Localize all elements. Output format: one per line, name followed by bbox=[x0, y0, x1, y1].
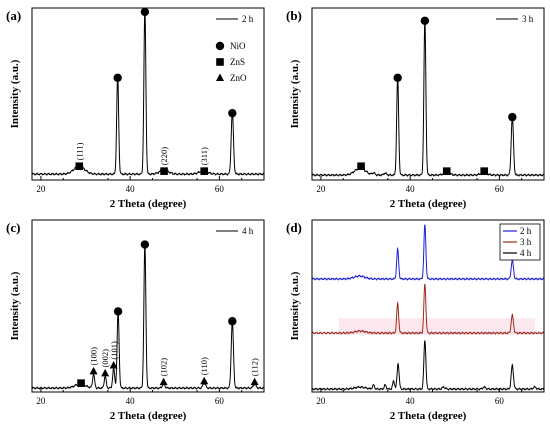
panel-label: (a) bbox=[6, 8, 21, 23]
panel-label: (c) bbox=[6, 220, 20, 235]
nio-marker bbox=[140, 240, 150, 249]
x-tick-label: 20 bbox=[316, 184, 326, 194]
zns-marker bbox=[480, 167, 489, 175]
plot-frame bbox=[311, 219, 545, 393]
phase-legend-label: ZnO bbox=[230, 73, 247, 83]
series-line-4h bbox=[311, 340, 545, 391]
hkl-annotation: (112) bbox=[250, 358, 260, 376]
nio-marker bbox=[228, 108, 237, 118]
legend-label: 2 h bbox=[520, 226, 532, 236]
nio-marker bbox=[393, 73, 402, 82]
legend-label: 4 h bbox=[520, 248, 532, 258]
panel-label: (b) bbox=[286, 8, 302, 23]
x-tick-label: 20 bbox=[316, 396, 326, 406]
hkl-annotation: (100) bbox=[89, 347, 99, 366]
nio-marker bbox=[228, 317, 237, 326]
zno-marker bbox=[89, 366, 98, 375]
zno-marker bbox=[109, 360, 118, 369]
x-axis-title: 2 Theta (degree) bbox=[390, 410, 467, 422]
zno-marker bbox=[250, 377, 259, 386]
x-tick-label: 60 bbox=[215, 184, 225, 194]
series-line-3h bbox=[311, 283, 545, 335]
hkl-annotation: (002) bbox=[100, 349, 110, 368]
x-tick-label: 20 bbox=[36, 184, 46, 194]
zns-marker bbox=[160, 167, 168, 175]
x-tick-label: 60 bbox=[495, 396, 505, 406]
zno-marker bbox=[200, 376, 209, 385]
legend: 2 h NiO ZnS ZnO bbox=[215, 14, 254, 83]
legend-label: 4 h bbox=[242, 226, 254, 236]
hkl-annotation: (111) bbox=[74, 142, 84, 160]
legend-label: 3 h bbox=[520, 237, 532, 247]
phase-legend-label: NiO bbox=[230, 41, 246, 51]
x-tick-label: 20 bbox=[36, 396, 46, 406]
plot-frame bbox=[311, 7, 545, 181]
series-line-2h bbox=[311, 224, 545, 281]
series-line-4h bbox=[31, 244, 265, 390]
y-axis-title: Intensity (a.u.) bbox=[9, 59, 21, 128]
legend: 4 h bbox=[216, 226, 254, 236]
series-line-3h bbox=[311, 19, 545, 177]
nio-marker bbox=[140, 7, 150, 17]
hkl-annotation: (110) bbox=[199, 357, 209, 375]
x-axis-title: 2 Theta (degree) bbox=[110, 410, 187, 422]
x-axis-title: 2 Theta (degree) bbox=[390, 198, 467, 210]
panel-label: (d) bbox=[286, 220, 302, 235]
x-tick-label: 40 bbox=[406, 396, 416, 406]
hkl-annotation: (311) bbox=[199, 147, 209, 165]
hkl-annotation: (101) bbox=[109, 341, 119, 360]
series-line-2h bbox=[31, 8, 265, 176]
plot-frame bbox=[31, 219, 265, 393]
panel-b: (b) 20 40 60 2 Theta (degree) Intensity (a.u.… bbox=[286, 7, 545, 210]
nio-marker bbox=[113, 73, 122, 82]
x-tick-label: 40 bbox=[126, 396, 136, 406]
zns-marker bbox=[75, 162, 84, 171]
legend-label: 3 h bbox=[522, 14, 534, 24]
hkl-annotation: (220) bbox=[159, 147, 169, 166]
x-tick-label: 40 bbox=[406, 184, 416, 194]
legend-label: 2 h bbox=[242, 14, 254, 24]
legend: 2 h3 h4 h bbox=[499, 223, 541, 261]
y-axis-title: Intensity (a.u.) bbox=[289, 59, 301, 128]
x-tick-label: 60 bbox=[215, 396, 225, 406]
zno-marker bbox=[159, 377, 168, 386]
zns-marker bbox=[200, 167, 209, 175]
nio-marker bbox=[113, 307, 123, 316]
zns-marker bbox=[357, 162, 365, 171]
x-tick-label: 40 bbox=[126, 184, 136, 194]
phase-legend-zno-symbol bbox=[216, 73, 224, 81]
nio-marker bbox=[508, 112, 517, 122]
x-tick-label: 60 bbox=[495, 184, 505, 194]
plot-frame bbox=[31, 7, 265, 181]
zno-marker bbox=[101, 368, 110, 377]
nio-marker bbox=[420, 16, 430, 25]
series-band bbox=[338, 318, 536, 335]
panel-a: (a) (111) (220) (311) 20 40 60 2 Theta (degree)… bbox=[6, 7, 265, 210]
phase-legend-nio-symbol bbox=[215, 41, 225, 51]
y-axis-title: Intensity (a.u.) bbox=[289, 271, 301, 340]
zns-marker bbox=[442, 167, 451, 175]
hkl-annotation: (102) bbox=[159, 358, 169, 377]
zns-marker bbox=[77, 379, 85, 387]
legend: 3 h bbox=[496, 14, 534, 24]
x-axis-title: 2 Theta (degree) bbox=[110, 198, 187, 210]
panel-d: (d) 20 40 60 2 Theta (degree) Intensity (a.u.… bbox=[286, 219, 545, 422]
y-axis-title: Intensity (a.u.) bbox=[9, 271, 21, 340]
panel-c: (c) (100) (002)(101) (102) (110) (112) 20 40 60 2… bbox=[6, 219, 265, 422]
phase-legend-zns-symbol bbox=[216, 58, 224, 66]
phase-legend-label: ZnS bbox=[230, 57, 245, 67]
